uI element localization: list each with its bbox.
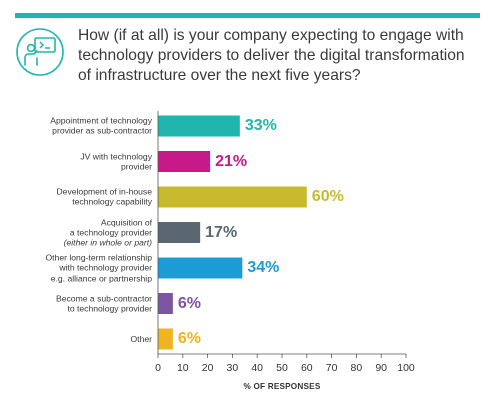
category-label-line: Development of in-house (56, 186, 152, 197)
question-text: How (if at all) is your company expectin… (78, 26, 488, 86)
x-tick-label: 80 (350, 362, 363, 374)
category-label-line: JV with technology (80, 151, 152, 162)
bar (158, 257, 243, 279)
category-label-line: with technology provider (59, 262, 152, 273)
bar-value-label: 60% (311, 188, 344, 205)
question-line: technology providers to deliver the digi… (78, 47, 465, 64)
category-label-line: Other (130, 333, 153, 344)
bar-value-label: 21% (215, 152, 248, 170)
category-label-line: to technology provider (67, 303, 152, 314)
x-axis-title: % OF RESPONSES (243, 382, 321, 391)
x-tick-label: 70 (325, 362, 338, 374)
bar (158, 222, 201, 243)
x-tick-label: 100 (397, 362, 415, 374)
bar-value-label: 33% (244, 117, 277, 134)
bar (158, 151, 211, 172)
category-label: Acquisition of a technology provider (eith… (64, 217, 152, 248)
top-rule (15, 13, 480, 18)
person-presentation-icon (15, 27, 65, 77)
bar-value-label: 17% (205, 223, 238, 241)
category-label-line: Appointment of technology (50, 115, 152, 126)
x-tick-label: 0 (155, 362, 161, 374)
x-tick-label: 60 (300, 362, 313, 374)
category-label-line: Acquisition of (100, 216, 152, 227)
x-tick-label: 40 (251, 362, 264, 374)
category-label-line: provider (120, 161, 152, 172)
category-label: Become a sub-contractor to technology pro… (56, 293, 152, 314)
category-label-line: technology capability (72, 197, 152, 207)
question-line: How (if at all) is your company expectin… (78, 27, 464, 44)
category-label-line: a technology provider (69, 227, 152, 238)
category-label-line: provider as sub-contractor (52, 126, 152, 136)
category-label-line: Become a sub-contractor (55, 293, 152, 304)
category-label-line: (either in whole or part) (63, 237, 152, 248)
bar (158, 328, 173, 350)
bar (158, 186, 307, 208)
x-tick-label: 10 (176, 362, 189, 374)
bar-value-label: 6% (177, 330, 201, 347)
category-label: Development of in-house technology capabi… (56, 187, 152, 208)
bar (158, 293, 173, 314)
x-tick-label: 50 (276, 362, 288, 374)
x-tick-label: 30 (226, 362, 239, 374)
category-label: JV with technology provider (80, 151, 152, 172)
category-label: Other long-term relationship with technol… (45, 252, 152, 283)
x-tick-label: 20 (201, 362, 214, 374)
category-label-line: Other long-term relationship (45, 252, 152, 263)
bar-value-label: 34% (247, 259, 280, 276)
bar (158, 115, 240, 137)
bar-value-label: 6% (177, 294, 201, 312)
question-line: of infrastructure over the next five yea… (78, 67, 361, 84)
category-label: Other (131, 334, 153, 344)
x-tick-label: 90 (375, 362, 388, 374)
category-label: Appointment of technology provider as sub… (50, 116, 152, 137)
category-label-line: e.g. alliance or partnership (50, 273, 152, 284)
